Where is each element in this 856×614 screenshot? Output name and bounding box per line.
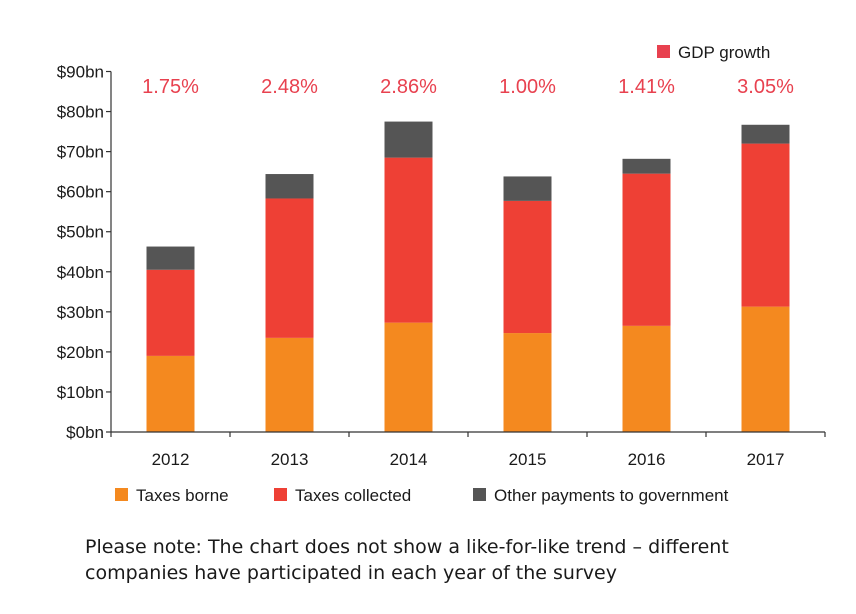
x-tick-label: 2017 <box>747 450 785 469</box>
bar-segment-2013-1 <box>265 337 314 432</box>
y-tick-label: $90bn <box>57 63 104 82</box>
x-axis: 2012 2013 2014 2015 2016 2017 <box>110 431 826 469</box>
bar-segment-2017-2 <box>741 143 790 307</box>
stacked-bar-chart: $0bn $10bn $20bn $30bn $40bn $50bn $60bn $70bn $… <box>57 43 826 505</box>
legend-label: Taxes borne <box>136 486 229 505</box>
y-tick-label: $0bn <box>66 423 104 442</box>
gdp-legend-label: GDP growth <box>678 43 770 62</box>
bar-segment-2016-2 <box>622 173 671 326</box>
x-tick-label: 2012 <box>152 450 190 469</box>
bar-segment-2017-1 <box>741 306 790 432</box>
bar-segment-2014-2 <box>384 157 433 323</box>
gdp-legend-swatch <box>657 45 670 58</box>
bar-segment-2016-3 <box>622 158 671 174</box>
y-tick-label: $50bn <box>57 223 104 242</box>
legend-swatch <box>274 488 287 501</box>
y-tick-label: $80bn <box>57 103 104 122</box>
y-tick-label: $70bn <box>57 143 104 162</box>
bar-segment-2015-1 <box>503 333 552 432</box>
y-axis: $0bn $10bn $20bn $30bn $40bn $50bn $60bn $70bn $… <box>57 63 112 442</box>
gdp-legend: GDP growth <box>657 43 770 62</box>
bar-segment-2013-2 <box>265 198 314 338</box>
bar-segment-2015-2 <box>503 200 552 334</box>
gdp-growth-label: 2.86% <box>380 76 437 98</box>
legend-swatch <box>115 488 128 501</box>
x-tick-label: 2016 <box>628 450 666 469</box>
series-legend: Taxes borne Taxes collected Other payments… <box>115 486 729 505</box>
y-tick-label: $20bn <box>57 343 104 362</box>
gdp-growth-label: 1.41% <box>618 76 675 98</box>
bar-segment-2016-1 <box>622 325 671 432</box>
bar-segment-2015-3 <box>503 176 552 201</box>
bar-segment-2012-1 <box>146 355 195 432</box>
y-tick-label: $60bn <box>57 183 104 202</box>
bars <box>146 121 790 432</box>
y-tick-label: $40bn <box>57 263 104 282</box>
gdp-growth-label: 2.48% <box>261 76 318 98</box>
bar-segment-2017-3 <box>741 124 790 144</box>
gdp-growth-labels: 1.75% 2.48% 2.86% 1.00% 1.41% 3.05% <box>142 76 794 98</box>
legend-swatch <box>473 488 486 501</box>
x-tick-label: 2015 <box>509 450 547 469</box>
gdp-growth-label: 1.00% <box>499 76 556 98</box>
bar-segment-2014-1 <box>384 322 433 432</box>
x-tick-label: 2014 <box>390 450 428 469</box>
bar-segment-2012-2 <box>146 269 195 356</box>
chart-footnote: Please note: The chart does not show a l… <box>85 536 729 584</box>
legend-label: Other payments to government <box>494 486 729 505</box>
x-tick-label: 2013 <box>271 450 309 469</box>
bar-segment-2013-3 <box>265 174 314 199</box>
bar-segment-2012-3 <box>146 246 195 270</box>
y-tick-label: $30bn <box>57 303 104 322</box>
y-tick-label: $10bn <box>57 383 104 402</box>
bar-segment-2014-3 <box>384 121 433 158</box>
legend-label: Taxes collected <box>295 486 411 505</box>
gdp-growth-label: 1.75% <box>142 76 199 98</box>
gdp-growth-label: 3.05% <box>737 76 794 98</box>
